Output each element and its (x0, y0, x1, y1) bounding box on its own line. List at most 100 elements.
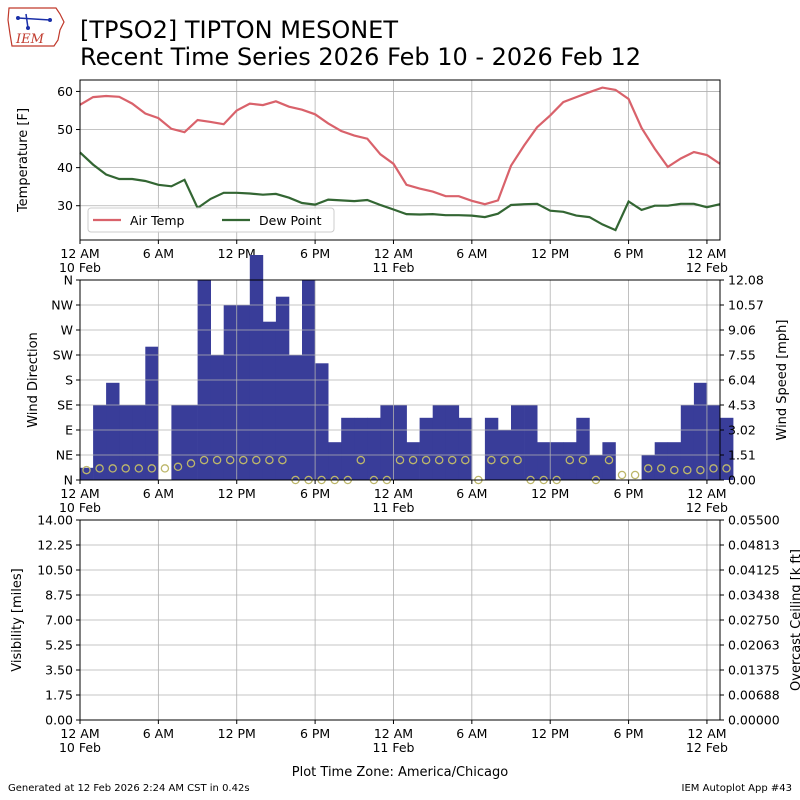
wind-direction-bar (145, 346, 159, 480)
speed-tick-label: 7.55 (728, 348, 756, 363)
direction-tick-label: SW (53, 348, 73, 363)
temperature-y-ticks: 30 40 50 60 (57, 84, 80, 213)
wind-direction-bar (563, 442, 577, 480)
wind-speed-marker (630, 470, 640, 480)
wind-direction-bar (432, 405, 447, 480)
speed-tick-label: 4.53 (728, 398, 756, 413)
wind-direction-bar (380, 405, 394, 480)
x-tick-label: 6 PM (613, 726, 643, 741)
iem-logo: IEM (7, 7, 65, 47)
wind-speed-marker (134, 464, 144, 473)
speed-tick-label: 1.51 (728, 448, 756, 463)
air-temp-line (79, 86, 721, 206)
visibility-panel: 0.001.753.505.257.008.7510.5012.2514.00 … (10, 513, 800, 756)
x-tick-label: 12 AM (687, 486, 726, 501)
wind-speed-marker (656, 464, 666, 473)
wind-direction-bar (419, 417, 433, 480)
ceiling-tick-label: 0.04125 (728, 563, 780, 578)
x-tick-label: 6 AM (456, 486, 487, 501)
y-tick-label: 30 (57, 198, 73, 213)
x-tick-label: 6 PM (613, 246, 643, 261)
wind-direction-bar (537, 442, 551, 480)
ceiling-tick-label: 0.01375 (728, 663, 780, 678)
x-tick-label: 6 AM (456, 726, 487, 741)
wind-speed-marker (173, 462, 183, 472)
wind-speed-marker (265, 455, 274, 465)
x-tick-label: 6 AM (143, 486, 174, 501)
wind-speed-marker (408, 455, 418, 465)
wind-speed-marker (604, 455, 614, 465)
wind-direction-label: Wind Direction (26, 332, 41, 428)
wind-direction-bar (524, 405, 538, 480)
wind-speed-marker (709, 464, 718, 473)
x-tick-label: 12 PM (218, 486, 256, 501)
visibility-tick-label: 10.50 (37, 563, 73, 578)
x-tick-label: 6 AM (143, 246, 174, 261)
ceiling-tick-label: 0.04813 (728, 538, 780, 553)
wind-speed-marker (696, 465, 705, 475)
wind-speed-marker (461, 455, 470, 465)
x-tick-label: 12 PM (531, 726, 569, 741)
wind-speed-marker (395, 455, 405, 465)
x-tick-label: 6 PM (300, 726, 330, 741)
wind-direction-bar (589, 455, 603, 480)
wind-direction-bar (693, 382, 708, 480)
direction-tick-label: E (65, 423, 73, 438)
wind-speed-marker (447, 455, 457, 465)
direction-tick-label: NE (56, 448, 73, 463)
y-tick-label: 50 (57, 122, 73, 137)
ceiling-y-label: Overcast Ceiling [k ft] (789, 549, 800, 691)
wind-direction-bar (315, 363, 329, 480)
visibility-tick-label: 0.00 (45, 713, 73, 728)
wind-speed-marker (356, 455, 366, 465)
direction-tick-label: W (61, 323, 73, 338)
ceiling-tick-label: 0.00688 (728, 688, 780, 703)
wind-direction-bar (445, 405, 460, 480)
x-tick-label: 12 AM (687, 726, 726, 741)
wind-speed-marker (421, 455, 431, 465)
ceiling-tick-label: 0.03438 (728, 588, 780, 603)
wind-direction-bar (171, 405, 185, 480)
x-tick-label: 12 AM (687, 246, 726, 261)
wind-direction-bar (249, 255, 264, 480)
temperature-y-label: Temperature [F] (16, 108, 31, 213)
wind-speed-marker (278, 455, 287, 465)
wind-speed-marker (82, 465, 91, 475)
y-tick-label: 60 (57, 84, 73, 99)
wind-direction-bar (602, 442, 616, 480)
x-tick-label: 12 AM (374, 726, 413, 741)
wind-speed-marker (121, 464, 130, 473)
speed-tick-label: 3.02 (728, 423, 756, 438)
dew-point-line (79, 151, 721, 232)
x-tick-label: 12 AM (374, 246, 413, 261)
x-tick-label: 6 AM (456, 246, 487, 261)
wind-speed-marker (95, 464, 104, 473)
wind-speed-label: Wind Speed [mph] (775, 320, 790, 441)
visibility-tick-label: 1.75 (45, 688, 73, 703)
x-tick-date: 12 Feb (686, 740, 728, 755)
speed-tick-label: 10.57 (728, 298, 764, 313)
wind-direction-bar (210, 355, 224, 480)
wind-speed-marker (239, 455, 248, 465)
wind-direction-bar (184, 405, 198, 480)
x-tick-label: 12 PM (218, 246, 256, 261)
wind-speed-marker (513, 455, 522, 465)
wind-direction-bar (328, 442, 342, 480)
x-tick-label: 12 PM (218, 726, 256, 741)
x-tick-label: 12 AM (374, 486, 413, 501)
wind-direction-bar (223, 305, 238, 480)
visibility-tick-label: 5.25 (45, 638, 73, 653)
x-tick-date: 11 Feb (372, 740, 414, 755)
wind-direction-bar (262, 321, 277, 480)
x-tick-label: 12 PM (531, 486, 569, 501)
visibility-ticks: 0.00 1.75 3.50 5.25 7.00 8.75 10.50 12.25 14.00 (37, 513, 80, 728)
wind-direction-bar (484, 417, 499, 480)
wind-direction-bar (576, 417, 590, 480)
wind-direction-bar (641, 455, 655, 480)
wind-direction-bar (367, 417, 381, 480)
wind-direction-bar (275, 296, 290, 480)
wind-direction-ticks: N NE E SE S SW W NW N (51, 273, 80, 488)
x-tick-date: 10 Feb (59, 740, 101, 755)
wind-speed-marker (578, 455, 588, 465)
